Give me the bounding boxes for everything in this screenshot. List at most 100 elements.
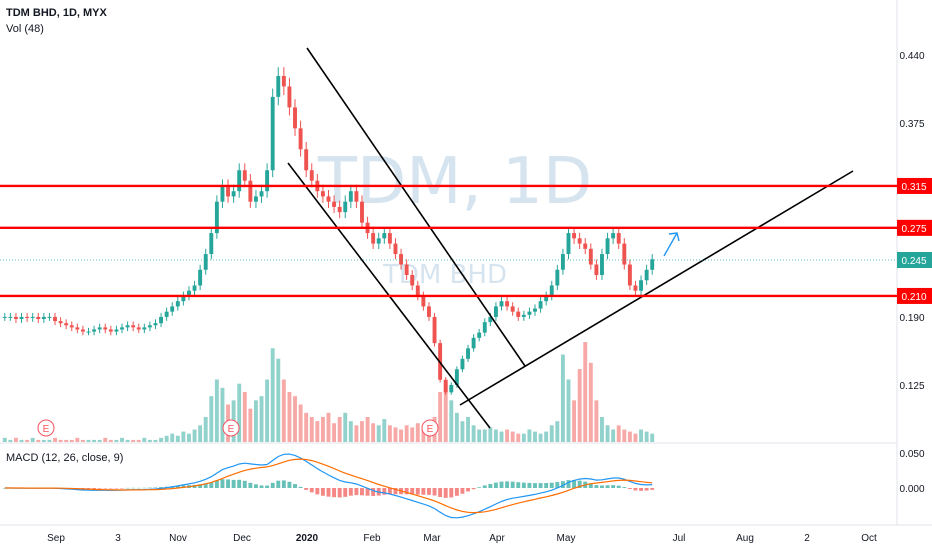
horizontal-levels[interactable]: 0.315 0.275 0.210 [0,177,932,304]
volume-bar [64,439,69,442]
price-tick-label: 0.440 [899,51,924,62]
volume-bar [187,433,191,442]
projection-arrow[interactable] [663,232,678,257]
time-tick-label: 3 [115,533,121,544]
macd-histogram-bar [337,488,342,498]
volume-bar [320,417,325,442]
macd-histogram-bar [466,488,470,492]
macd-histogram-bar [214,480,219,488]
volume-bar [588,362,593,442]
earnings-marker-icon[interactable]: E [421,419,439,437]
macd-histogram-bar [298,486,303,488]
volume-bar [399,429,404,442]
volume-bar [114,439,119,442]
macd-histogram-bar [2,488,7,489]
volume-bar [142,437,147,442]
macd-histogram-bar [421,488,426,495]
time-tick-label: Apr [489,533,505,544]
candle-body [92,329,97,332]
macd-histogram-bar [326,488,331,497]
macd-histogram-bar [159,487,164,488]
macd-histogram-bar [544,483,549,488]
channel-upper-line[interactable] [306,47,526,367]
candle-body [19,316,24,319]
volume-bar [466,417,470,442]
macd-histogram-bar [482,485,487,488]
level-label: 0.315 [901,182,926,193]
candle-body [332,201,337,207]
earnings-markers[interactable]: E E E [37,419,439,437]
volume-bar [650,433,655,442]
macd-histogram-bar [354,488,359,496]
volume-bar [13,437,18,442]
candle-body [650,259,655,270]
candle-body [259,191,264,197]
volume-bar [644,431,649,442]
volume-bar [460,421,465,442]
volume-bar [622,429,627,442]
time-axis[interactable]: Sep 3 Nov Dec 2020 Feb Mar Apr May Jul Aug 2 Oct [47,533,877,544]
volume-bar [499,431,504,442]
earnings-marker-icon[interactable]: E [222,419,240,437]
candle-body [605,238,610,255]
volume-bar [505,429,510,442]
candle-body [415,285,420,296]
candle-body [164,311,169,317]
volume-bar [259,396,264,442]
macd-histogram-bar [555,482,560,488]
macd-histogram-bar [600,485,604,488]
volume-bar [164,435,169,442]
volume-bar [265,379,270,442]
volume-bar [449,400,454,442]
candle-body [471,337,476,349]
macd-histogram-bar [616,485,621,488]
macd-histogram-bar [265,485,270,488]
candle-body [488,316,493,323]
candle-body [376,238,381,244]
volume-bar [438,392,443,442]
candle-body [248,180,253,202]
time-tick-label: Mar [423,533,441,544]
volume-bar [108,439,113,442]
candle-body [622,243,627,265]
candle-body [30,316,35,318]
volume-bar [616,425,621,442]
volume-bar [493,429,498,442]
macd-histogram-bar [86,488,91,490]
macd-legend: MACD (12, 26, close, 9) [6,452,124,464]
macd-histogram-bar [136,487,141,489]
price-axis[interactable]: 0.440 0.375 0.190 0.125 [899,51,924,392]
candle-body [226,185,230,197]
volume-bar [58,439,63,442]
macd-histogram-bar [454,488,459,496]
candle-body [627,264,632,286]
candle-body [237,170,242,192]
candle-body [2,316,7,318]
candle-body [36,316,41,319]
macd-axis[interactable]: 0.050 0.000 [899,449,924,495]
earnings-marker-icon[interactable]: E [37,419,55,437]
price-tick-label: 0.190 [899,313,924,324]
volume-bar [125,439,130,442]
candle-body [114,329,119,332]
volume-bar [482,429,487,442]
current-price-badge: 0.245 [897,252,932,268]
volume-bar [348,421,353,442]
volume-bar [583,342,588,442]
svg-text:E: E [427,424,434,435]
macd-histogram-bar [650,488,655,490]
macd-histogram-bar [198,484,203,488]
macd-tick-label: 0.050 [899,449,924,460]
volume-bar [360,421,364,442]
candle-body [399,254,404,265]
level-label: 0.275 [901,224,926,235]
macd-histogram-bar [304,488,309,490]
candle-body [387,233,392,244]
candle-body [97,327,102,330]
support-trendline[interactable] [459,170,854,406]
time-tick-label: Feb [363,533,381,544]
candle-body [281,75,286,87]
macd-histogram-bar [521,482,526,488]
candle-body [309,170,314,181]
